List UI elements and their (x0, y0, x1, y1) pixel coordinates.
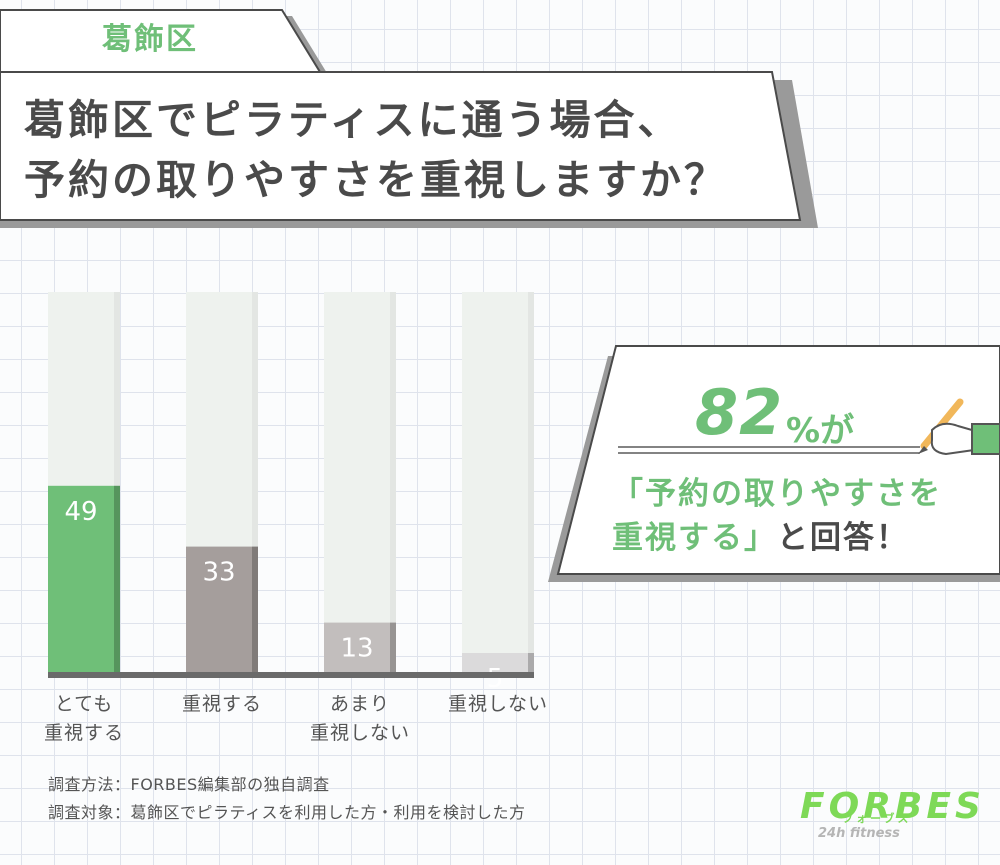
chart-baseline (48, 672, 534, 678)
title-line-1: 葛飾区でピラティスに通う場合、 (24, 96, 682, 144)
category-label: あまり 重視しない (309, 693, 410, 744)
category-label: 重視しない (447, 693, 548, 715)
hand-pencil-icon (918, 398, 1000, 456)
bar-side-1 (252, 546, 258, 672)
tag-label: 葛飾区 (102, 22, 198, 57)
bar-track-side (390, 292, 396, 672)
bar-value-label: 5 (487, 664, 504, 694)
callout-frame (556, 345, 1000, 575)
bar-track (462, 292, 534, 672)
bar-side-2 (390, 622, 396, 672)
bar-value-label: 13 (340, 634, 373, 664)
callout-line-1: 「予約の取りやすさを (612, 476, 942, 512)
bar-1 (186, 546, 258, 672)
title-line-2: 予約の取りやすさを重視しますか？ (24, 156, 728, 204)
callout-percent: 82 (695, 376, 784, 449)
logo-text: FORBES (800, 786, 985, 827)
bar-side-3 (528, 653, 534, 672)
callout-suffix: %が (786, 411, 855, 451)
bar-0 (48, 485, 120, 672)
bar-value-label: 49 (64, 497, 97, 527)
callout-line-2-rest: と回答！ (777, 520, 909, 556)
bar-value-label: 33 (202, 558, 235, 588)
category-label: とても 重視する (43, 693, 124, 744)
logo-subtitle: 24h fitness (818, 826, 900, 841)
bar-2 (324, 622, 396, 672)
bar-track-side (114, 292, 120, 672)
logo-kana: フォーブス (842, 812, 912, 825)
bar-track (324, 292, 396, 672)
bar-track-side (528, 292, 534, 672)
category-label: 重視する (181, 693, 262, 715)
title-frame (0, 71, 802, 221)
bar-side-0 (114, 485, 120, 672)
callout-line-2-highlight: 重視する」 (612, 520, 777, 556)
callout-line-2: 重視する」と回答！ (612, 512, 909, 557)
survey-method-note: 調査方法：FORBES編集部の独自調査 (48, 775, 330, 794)
bar-3 (462, 653, 534, 672)
bar-track-side (252, 292, 258, 672)
survey-target-note: 調査対象：葛飾区でピラティスを利用した方・利用を検討した方 (48, 803, 526, 822)
